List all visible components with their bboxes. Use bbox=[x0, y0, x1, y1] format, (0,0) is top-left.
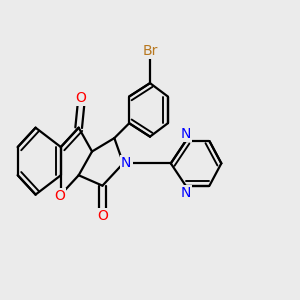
Text: N: N bbox=[121, 156, 131, 170]
Text: Br: Br bbox=[142, 44, 158, 58]
Text: O: O bbox=[76, 91, 86, 105]
Text: O: O bbox=[54, 189, 65, 203]
Text: N: N bbox=[181, 186, 191, 200]
Text: N: N bbox=[181, 127, 191, 141]
Text: O: O bbox=[97, 209, 108, 223]
